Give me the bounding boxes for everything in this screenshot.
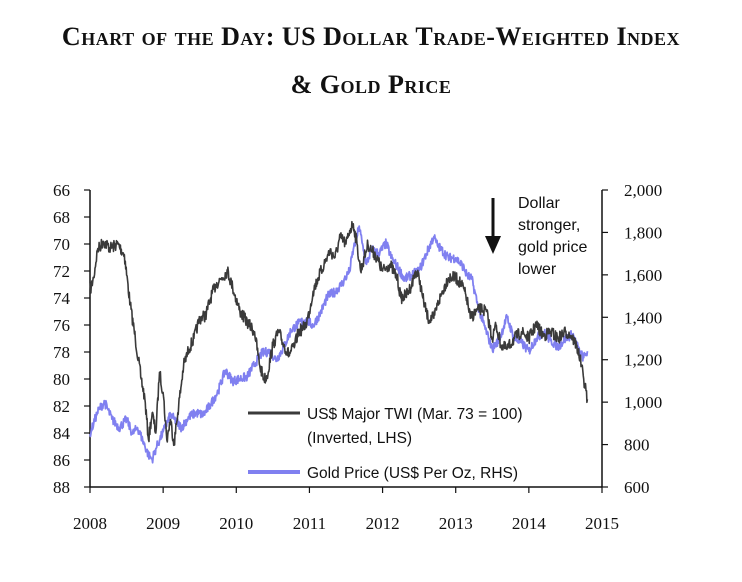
y-left-tick-label: 66 [53,181,70,200]
series-line-gold [89,225,589,464]
axes [89,190,603,488]
x-tick-label: 2011 [293,514,326,533]
legend-label-twi: US$ Major TWI (Mar. 73 = 100) [307,406,523,423]
y-right-tick-label: 2,000 [624,181,662,200]
annotation-arrowhead-icon [485,236,501,254]
annotation-line-3: gold price [518,239,587,256]
chart-title: Chart of the Day: US Dollar Trade-Weight… [61,22,681,51]
y-left-tick-label: 78 [53,343,70,362]
y-left-tick-label: 80 [53,370,70,389]
y-left-tick-label: 86 [53,451,70,470]
x-tick-label: 2015 [585,514,619,533]
legend-label-gold: Gold Price (US$ Per Oz, RHS) [307,465,518,482]
annotation-line-2: stronger, [518,217,580,234]
y-left-tick-label: 72 [53,262,70,281]
series-lines [89,220,589,464]
x-tick-label: 2009 [146,514,180,533]
y-right-tick-label: 1,600 [624,266,662,285]
y-right-tick-label: 600 [624,478,650,497]
y-right-tick-labels: 2,000 1,800 1,600 1,400 1,200 1,000 800 600 [602,181,662,497]
series-line-twi [89,220,589,447]
x-tick-label: 2014 [512,514,547,533]
x-tick-label: 2013 [439,514,473,533]
y-right-tick-label: 800 [624,436,650,455]
y-right-tick-label: 1,200 [624,351,662,370]
legend-label-twi-line2: (Inverted, LHS) [307,430,412,447]
y-left-tick-labels: 66 68 70 72 74 76 78 80 82 84 86 88 [53,181,90,497]
y-left-tick-label: 68 [53,208,70,227]
annotation-line-1: Dollar [518,195,560,212]
y-right-tick-label: 1,000 [624,393,662,412]
y-left-tick-label: 82 [53,397,70,416]
y-left-tick-label: 70 [53,235,70,254]
y-left-tick-label: 88 [53,478,70,497]
x-tick-label: 2008 [73,514,107,533]
y-left-tick-label: 76 [53,316,70,335]
y-left-tick-label: 84 [53,424,71,443]
y-right-tick-label: 1,800 [624,223,662,242]
chart-title-line2: & Gold Price [290,70,452,99]
y-right-tick-label: 1,400 [624,308,662,327]
x-tick-labels: 2008 2009 2010 2011 2012 2013 2014 2015 [73,487,619,533]
x-tick-label: 2010 [219,514,253,533]
annotation-line-4: lower [518,261,557,278]
x-tick-label: 2012 [366,514,400,533]
y-left-tick-label: 74 [53,289,71,308]
